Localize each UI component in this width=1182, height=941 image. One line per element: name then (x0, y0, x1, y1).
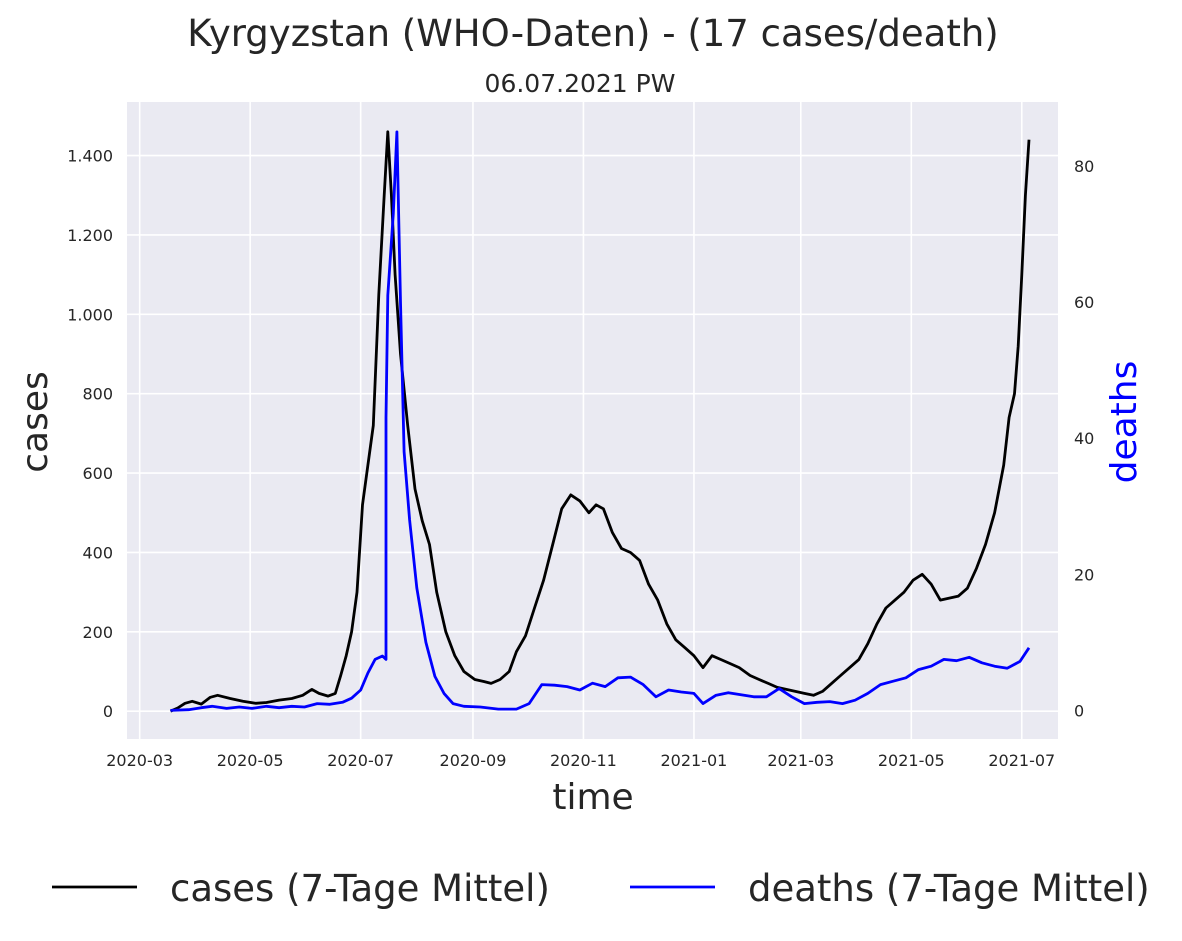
x-tick-label: 2020-09 (440, 751, 507, 770)
x-tick-label: 2021-07 (988, 751, 1055, 770)
x-tick-label: 2020-07 (327, 751, 394, 770)
x-tick-label: 2021-03 (767, 751, 834, 770)
y-axis-label: cases (15, 371, 56, 473)
series-line-cases (169, 130, 1031, 713)
y2-axis-ticks: 0 20 40 60 80 (1074, 157, 1094, 720)
x-axis-ticks: 2020-03 2020-05 2020-07 2020-09 2020-11 2021-… (106, 751, 1055, 770)
x-tick-label: 2020-11 (550, 751, 617, 770)
y-tick-label: 600 (82, 464, 113, 483)
x-tick-label: 2020-03 (106, 751, 173, 770)
y-tick-label: 200 (82, 623, 113, 642)
y-tick-label: 800 (82, 385, 113, 404)
chart-title: Kyrgyzstan (WHO-Daten) - (17 cases/death… (187, 12, 998, 55)
y2-tick-label: 60 (1074, 293, 1094, 312)
y2-tick-label: 20 (1074, 565, 1094, 584)
grid-lines (127, 102, 1058, 739)
y-tick-label: 1.200 (67, 226, 113, 245)
x-tick-label: 2021-01 (661, 751, 728, 770)
series-layer (169, 130, 1031, 713)
y-tick-label: 1.000 (67, 305, 113, 324)
x-axis-label: time (552, 777, 633, 818)
series-line-deaths (170, 130, 1031, 712)
x-tick-label: 2020-05 (217, 751, 284, 770)
y-axis-ticks: 0 200 400 600 800 1.000 1.200 1.400 (67, 147, 113, 722)
plot-area (127, 102, 1058, 739)
y-tick-label: 1.400 (67, 147, 113, 166)
y2-tick-label: 80 (1074, 157, 1094, 176)
legend-label: cases (7-Tage Mittel) (170, 867, 550, 910)
legend-label: deaths (7-Tage Mittel) (748, 867, 1150, 910)
x-tick-label: 2021-05 (878, 751, 945, 770)
y2-tick-label: 0 (1074, 701, 1084, 720)
y-tick-label: 0 (103, 702, 113, 721)
y-tick-label: 400 (82, 543, 113, 562)
legend: cases (7-Tage Mittel) deaths (7-Tage Mitt… (52, 867, 1150, 910)
y2-tick-label: 40 (1074, 429, 1094, 448)
y2-axis-label: deaths (1104, 361, 1145, 484)
chart-subtitle: 06.07.2021 PW (485, 69, 676, 98)
